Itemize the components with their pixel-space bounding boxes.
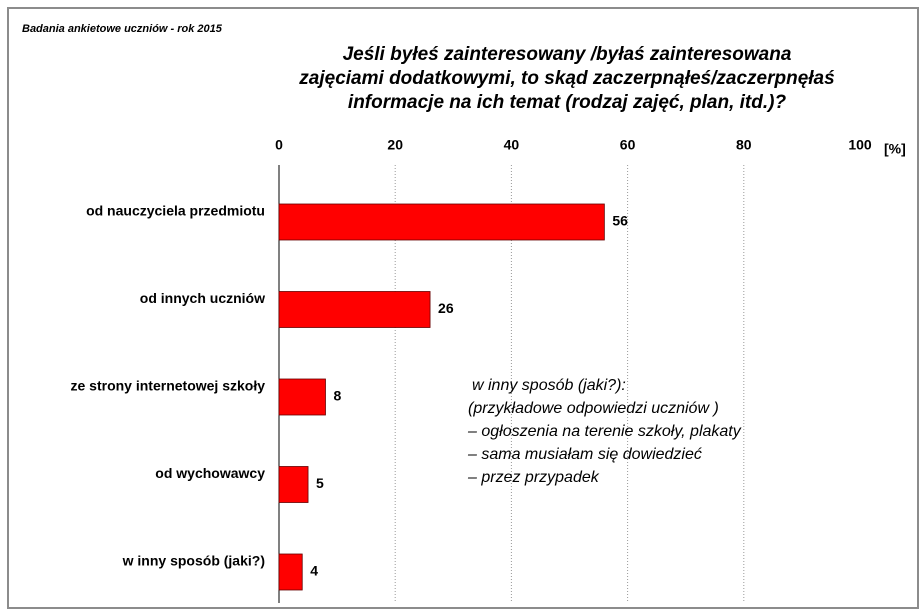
bar bbox=[278, 291, 431, 328]
x-tick-label: 100 bbox=[848, 137, 872, 153]
x-tick-label: 60 bbox=[620, 137, 636, 153]
bar bbox=[278, 466, 309, 503]
y-tick-label: ze strony internetowej szkoły bbox=[71, 378, 266, 394]
bar bbox=[278, 553, 303, 591]
value-label: 8 bbox=[333, 388, 341, 404]
chart-title: informacje na ich temat (rodzaj zajęć, p… bbox=[348, 92, 787, 113]
x-tick-label: 40 bbox=[504, 137, 520, 153]
chart-supertitle: Badania ankietowe uczniów - rok 2015 bbox=[22, 23, 223, 35]
annotation: (przykładowe odpowiedzi uczniów ) bbox=[468, 400, 719, 417]
x-tick-label: 0 bbox=[275, 137, 283, 153]
value-label: 4 bbox=[310, 563, 318, 579]
value-label: 5 bbox=[316, 475, 324, 491]
x-tick-label: 80 bbox=[736, 137, 752, 153]
chart-title: Jeśli byłeś zainteresowany /byłaś zainte… bbox=[343, 44, 792, 65]
value-label: 56 bbox=[612, 213, 628, 229]
annotation: – przez przypadek bbox=[467, 469, 600, 486]
chart-frame bbox=[7, 7, 919, 609]
y-tick-label: od innych uczniów bbox=[140, 290, 265, 306]
value-label: 26 bbox=[438, 300, 454, 316]
annotation: – sama musiałam się dowiedzieć bbox=[467, 446, 702, 463]
y-tick-label: od nauczyciela przedmiotu bbox=[86, 203, 265, 219]
y-tick-label: od wychowawcy bbox=[155, 465, 265, 481]
annotation: – ogłoszenia na terenie szkoły, plakaty bbox=[467, 423, 742, 440]
bar bbox=[278, 378, 326, 416]
bar bbox=[278, 203, 605, 241]
annotation: w inny sposób (jaki?): bbox=[472, 377, 626, 394]
x-axis-label: [%] bbox=[884, 141, 906, 157]
chart-title: zajęciami dodatkowymi, to skąd zaczerpną… bbox=[298, 68, 834, 89]
x-tick-label: 20 bbox=[387, 137, 403, 153]
y-tick-label: w inny sposób (jaki?) bbox=[122, 553, 265, 569]
